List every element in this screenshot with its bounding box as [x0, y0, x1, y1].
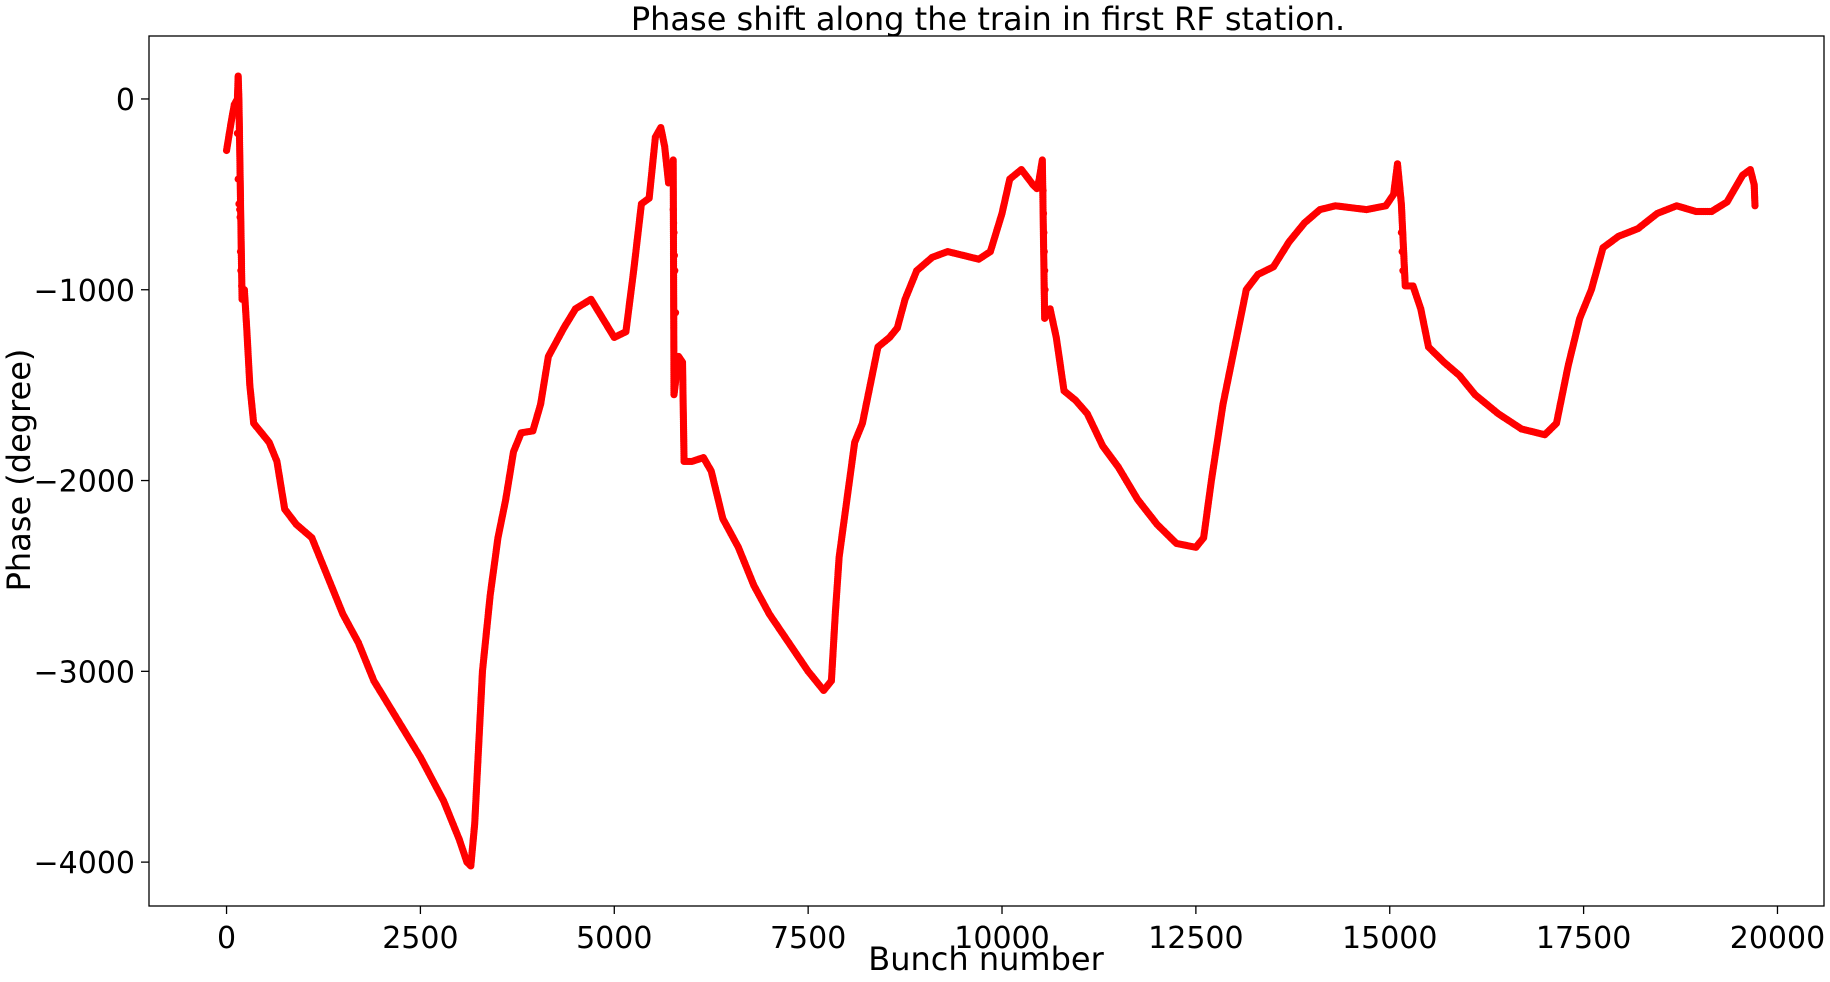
data-point — [1397, 228, 1405, 237]
y-axis-label: Phase (degree) — [0, 349, 38, 592]
data-point — [1399, 267, 1407, 275]
x-tick-label: 12500 — [1148, 921, 1243, 956]
x-axis-label: Bunch number — [868, 940, 1104, 978]
y-tick-label: −4000 — [34, 846, 135, 881]
x-tick-label: 0 — [217, 921, 236, 956]
data-point — [1041, 286, 1049, 294]
data-point — [1751, 202, 1759, 210]
x-tick-label: 2500 — [382, 921, 458, 956]
y-tick-label: 0 — [116, 83, 135, 118]
plot-frame — [148, 35, 1825, 907]
x-tick-label: 15000 — [1342, 921, 1437, 956]
data-point — [235, 200, 243, 208]
data-point — [672, 352, 680, 361]
chart-title: Phase shift along the train in first RF … — [631, 0, 1345, 38]
data-point — [1039, 186, 1047, 195]
y-tick-label: −3000 — [34, 655, 135, 690]
data-point — [669, 206, 677, 214]
y-axis-ticks: 0 −1000 −2000 −3000 −4000 — [34, 83, 149, 881]
data-point — [233, 129, 242, 137]
data-point — [670, 228, 678, 237]
data-point — [1398, 247, 1406, 256]
x-tick-label: 20000 — [1730, 921, 1825, 956]
x-tick-label: 5000 — [576, 921, 652, 956]
x-tick-label: 17500 — [1536, 921, 1631, 956]
data-point — [1039, 209, 1048, 218]
x-axis-ticks: 0 2500 5000 7500 10000 12500 15000 17500 20000 — [217, 906, 1825, 956]
data-point — [671, 309, 680, 317]
data-point — [236, 247, 245, 256]
data-point — [236, 213, 244, 221]
data-point — [237, 267, 245, 275]
data-point — [234, 175, 242, 183]
data-point — [238, 282, 246, 290]
data-marks — [222, 72, 1759, 870]
x-tick-label: 7500 — [770, 921, 846, 956]
x-tick-label: 10000 — [954, 921, 1049, 956]
data-point — [671, 267, 679, 275]
data-point — [1041, 267, 1049, 275]
y-tick-label: −2000 — [34, 465, 135, 500]
data-point — [670, 219, 678, 227]
y-tick-label: −1000 — [34, 274, 135, 309]
data-point — [1040, 247, 1048, 256]
data-point — [1040, 228, 1048, 237]
data-point — [236, 206, 244, 214]
data-point — [670, 251, 678, 260]
